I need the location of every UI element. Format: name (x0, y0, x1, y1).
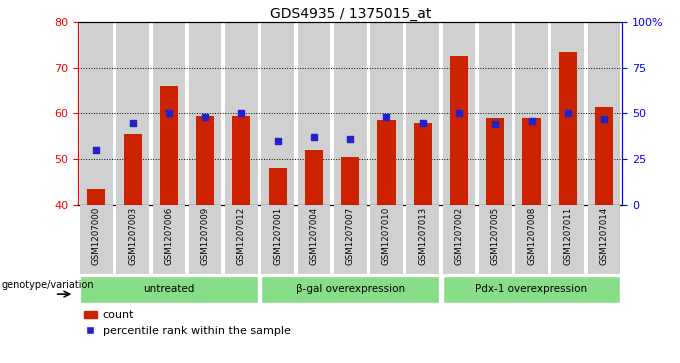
Text: GSM1207013: GSM1207013 (418, 207, 427, 265)
Bar (443, 205, 475, 274)
Bar (116, 22, 149, 205)
Bar (595, 107, 613, 205)
Text: GSM1207009: GSM1207009 (201, 207, 209, 265)
Text: GSM1207001: GSM1207001 (273, 207, 282, 265)
Bar (588, 22, 620, 205)
Legend: count, percentile rank within the sample: count, percentile rank within the sample (84, 310, 290, 336)
Bar (269, 168, 287, 205)
Bar (588, 205, 620, 274)
Text: GSM1207006: GSM1207006 (165, 207, 173, 265)
Bar (515, 205, 548, 274)
Bar (189, 205, 222, 274)
Point (127, 120, 138, 126)
Text: GSM1207012: GSM1207012 (237, 207, 246, 265)
FancyBboxPatch shape (443, 276, 620, 303)
Point (598, 116, 609, 122)
Bar (407, 205, 439, 274)
Bar (160, 86, 178, 205)
Bar (334, 205, 367, 274)
Bar (80, 22, 113, 205)
Point (490, 122, 500, 127)
Bar (87, 189, 105, 205)
Bar (443, 22, 475, 205)
Text: genotype/variation: genotype/variation (1, 280, 95, 290)
Point (345, 136, 356, 142)
Bar (479, 205, 511, 274)
Bar (233, 116, 250, 205)
Text: GSM1207007: GSM1207007 (345, 207, 355, 265)
Bar (225, 22, 258, 205)
Point (526, 118, 537, 124)
Bar (370, 22, 403, 205)
Title: GDS4935 / 1375015_at: GDS4935 / 1375015_at (269, 7, 431, 21)
Text: GSM1207011: GSM1207011 (563, 207, 573, 265)
Bar (152, 205, 185, 274)
Bar (261, 205, 294, 274)
Point (418, 120, 428, 126)
Point (200, 114, 211, 120)
Bar (370, 205, 403, 274)
Bar (515, 22, 548, 205)
Bar (196, 116, 214, 205)
Point (91, 147, 102, 153)
Bar (189, 22, 222, 205)
Bar (261, 22, 294, 205)
Text: GSM1207002: GSM1207002 (454, 207, 464, 265)
Bar (124, 134, 141, 205)
Bar (116, 205, 149, 274)
Bar (298, 205, 330, 274)
Text: GSM1207008: GSM1207008 (527, 207, 536, 265)
Bar (377, 120, 396, 205)
Bar (486, 118, 505, 205)
Text: GSM1207010: GSM1207010 (382, 207, 391, 265)
Text: β-gal overexpression: β-gal overexpression (296, 284, 405, 294)
Bar (551, 22, 584, 205)
Point (272, 138, 283, 144)
Bar (413, 123, 432, 205)
Bar (152, 22, 185, 205)
Bar (225, 205, 258, 274)
Point (309, 134, 320, 140)
Bar (559, 52, 577, 205)
Bar (80, 205, 113, 274)
Text: GSM1207004: GSM1207004 (309, 207, 318, 265)
Text: GSM1207014: GSM1207014 (600, 207, 609, 265)
Text: Pdx-1 overexpression: Pdx-1 overexpression (475, 284, 588, 294)
Text: GSM1207005: GSM1207005 (491, 207, 500, 265)
Bar (551, 205, 584, 274)
Point (562, 110, 573, 116)
Bar (334, 22, 367, 205)
Bar (305, 150, 323, 205)
FancyBboxPatch shape (80, 276, 258, 303)
Point (236, 110, 247, 116)
Bar (522, 118, 541, 205)
Point (454, 110, 464, 116)
FancyBboxPatch shape (261, 276, 439, 303)
Point (381, 114, 392, 120)
Point (163, 110, 174, 116)
Bar (407, 22, 439, 205)
Bar (298, 22, 330, 205)
Bar (341, 157, 359, 205)
Bar (450, 56, 468, 205)
Text: GSM1207000: GSM1207000 (92, 207, 101, 265)
Text: GSM1207003: GSM1207003 (128, 207, 137, 265)
Bar (479, 22, 511, 205)
Text: untreated: untreated (143, 284, 194, 294)
